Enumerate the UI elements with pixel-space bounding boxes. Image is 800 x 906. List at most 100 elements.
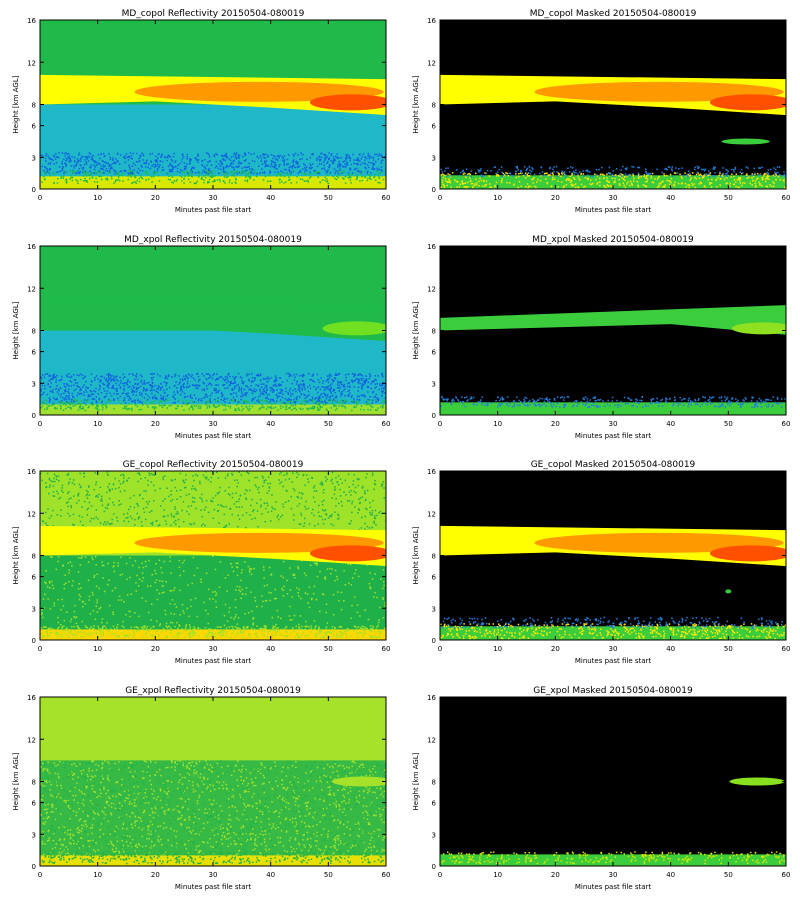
- y-tick-label: 0: [32, 412, 36, 420]
- y-tick-label: 3: [432, 154, 436, 162]
- heatmap-svg: MD_xpol Reflectivity 20150504-080019 0 10 2…: [12, 235, 391, 440]
- y-tick-label: 6: [432, 574, 437, 582]
- panel-7: GE_xpol Reflectivity 20150504-080019 0 10 2…: [0, 681, 400, 906]
- y-tick-label: 0: [432, 637, 436, 645]
- panel-title: GE_copol Masked 20150504-080019: [531, 460, 696, 470]
- x-tick-label: 10: [493, 871, 502, 879]
- x-axis-label: Minutes past file start: [175, 883, 252, 891]
- x-tick-label: 50: [724, 871, 733, 879]
- heatmap-image: [40, 246, 386, 415]
- x-tick-label: 10: [93, 645, 102, 653]
- heatmap-image: [40, 697, 386, 866]
- y-tick-label: 16: [427, 17, 436, 25]
- x-tick-label: 30: [209, 645, 218, 653]
- y-tick-label: 12: [427, 59, 436, 67]
- x-tick-label: 0: [38, 871, 42, 879]
- panel-title: MD_copol Reflectivity 20150504-080019: [122, 9, 305, 19]
- y-tick-label: 12: [427, 285, 436, 293]
- y-tick-label: 3: [432, 831, 436, 839]
- y-tick-label: 6: [32, 800, 37, 808]
- y-tick-label: 12: [427, 510, 436, 518]
- panel-title: GE_copol Reflectivity 20150504-080019: [123, 460, 304, 470]
- x-tick-label: 40: [666, 645, 675, 653]
- heatmap-svg: MD_copol Reflectivity 20150504-080019 0 10…: [12, 9, 390, 214]
- y-axis-label: Height [km AGL]: [412, 75, 420, 133]
- panel-title: MD_xpol Masked 20150504-080019: [532, 235, 694, 245]
- y-tick-label: 8: [32, 328, 36, 336]
- x-tick-label: 30: [609, 871, 618, 879]
- x-tick-label: 30: [609, 420, 618, 428]
- y-tick-label: 0: [32, 186, 36, 194]
- y-tick-label: 3: [32, 380, 36, 388]
- x-tick-label: 60: [782, 645, 791, 653]
- x-tick-label: 60: [782, 420, 791, 428]
- x-tick-label: 40: [266, 871, 275, 879]
- y-axis-label: Height [km AGL]: [12, 75, 20, 133]
- panel-6: GE_copol Masked 20150504-080019 0 10 20 30 40…: [400, 455, 800, 680]
- x-tick-label: 10: [493, 420, 502, 428]
- y-tick-label: 8: [32, 102, 36, 110]
- y-tick-label: 12: [27, 59, 36, 67]
- x-tick-label: 60: [382, 645, 391, 653]
- y-tick-label: 8: [432, 328, 436, 336]
- x-axis-label: Minutes past file start: [575, 657, 652, 665]
- x-tick-label: 60: [782, 871, 791, 879]
- x-tick-label: 10: [93, 871, 102, 879]
- x-tick-label: 20: [551, 194, 560, 202]
- x-tick-label: 50: [324, 645, 333, 653]
- y-tick-label: 12: [27, 736, 36, 744]
- x-tick-label: 30: [609, 645, 618, 653]
- y-axis-label: Height [km AGL]: [12, 526, 20, 584]
- x-tick-label: 30: [209, 420, 218, 428]
- y-tick-label: 8: [432, 102, 436, 110]
- y-tick-label: 6: [432, 123, 437, 131]
- x-tick-label: 0: [438, 194, 442, 202]
- x-tick-label: 0: [438, 420, 442, 428]
- x-tick-label: 50: [724, 645, 733, 653]
- plot-area: MD_copol Reflectivity 20150504-080019 0 10…: [12, 9, 390, 214]
- x-tick-label: 40: [266, 645, 275, 653]
- panel-3: MD_xpol Reflectivity 20150504-080019 0 10 2…: [0, 230, 400, 455]
- y-tick-label: 16: [27, 468, 36, 476]
- y-tick-label: 16: [27, 17, 36, 25]
- x-tick-label: 60: [382, 420, 391, 428]
- x-tick-label: 20: [151, 871, 160, 879]
- y-tick-label: 16: [427, 243, 436, 251]
- x-tick-label: 50: [324, 871, 333, 879]
- x-tick-label: 0: [438, 871, 442, 879]
- x-tick-label: 40: [266, 194, 275, 202]
- x-tick-label: 20: [151, 420, 160, 428]
- plot-area: GE_xpol Reflectivity 20150504-080019 0 10 2…: [12, 686, 391, 891]
- heatmap-image: [40, 471, 386, 640]
- x-tick-label: 10: [493, 194, 502, 202]
- x-tick-label: 30: [209, 194, 218, 202]
- y-tick-label: 3: [32, 605, 36, 613]
- x-axis-label: Minutes past file start: [175, 657, 252, 665]
- y-tick-label: 0: [32, 863, 36, 871]
- y-tick-label: 6: [432, 800, 437, 808]
- x-axis-label: Minutes past file start: [175, 206, 252, 214]
- x-tick-label: 60: [782, 194, 791, 202]
- y-tick-label: 16: [427, 468, 436, 476]
- y-tick-label: 6: [32, 574, 37, 582]
- y-tick-label: 16: [427, 694, 436, 702]
- y-tick-label: 3: [32, 154, 36, 162]
- panel-1: MD_copol Reflectivity 20150504-080019 0 10…: [0, 4, 400, 229]
- x-tick-label: 30: [609, 194, 618, 202]
- y-tick-label: 8: [432, 553, 436, 561]
- y-axis-label: Height [km AGL]: [412, 752, 420, 810]
- x-axis-label: Minutes past file start: [575, 206, 652, 214]
- x-tick-label: 20: [551, 645, 560, 653]
- panel-title: MD_xpol Reflectivity 20150504-080019: [124, 235, 302, 245]
- x-tick-label: 60: [382, 871, 391, 879]
- y-tick-label: 12: [427, 736, 436, 744]
- y-tick-label: 8: [432, 779, 436, 787]
- y-axis-label: Height [km AGL]: [412, 526, 420, 584]
- heatmap-svg: GE_copol Reflectivity 20150504-080019 0 10…: [12, 460, 391, 665]
- x-tick-label: 30: [209, 871, 218, 879]
- y-tick-label: 0: [432, 863, 436, 871]
- y-axis-label: Height [km AGL]: [412, 301, 420, 359]
- heatmap-image: [40, 20, 386, 189]
